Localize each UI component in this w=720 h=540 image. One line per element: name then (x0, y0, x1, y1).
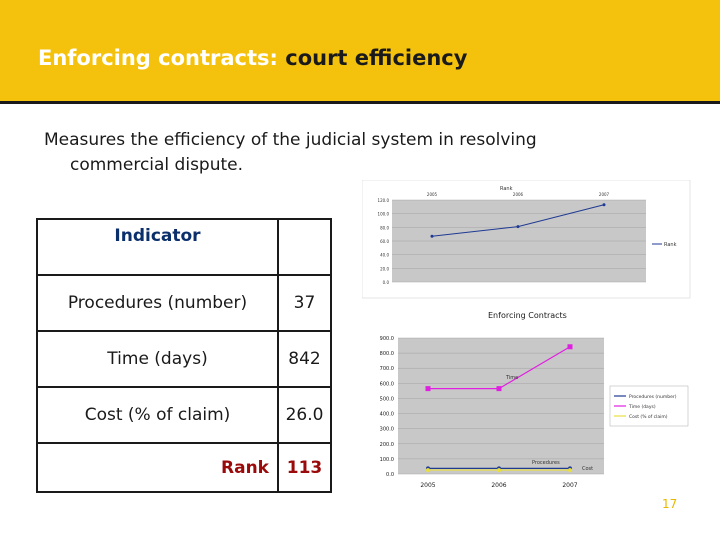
rank-x-tick-label: 2006 (513, 192, 524, 197)
slide-title: Enforcing contracts: court efficiency (38, 46, 467, 70)
row-label: Time (days) (36, 330, 279, 388)
series-marker (567, 344, 573, 350)
x-tick-label: 2007 (562, 482, 577, 488)
y-tick-label: 0.0 (386, 472, 394, 478)
y-tick-label: 500.0 (380, 396, 394, 402)
rank-x-tick-label: 2005 (427, 192, 438, 197)
y-tick-label: 800.0 (380, 351, 394, 357)
y-tick-label: 900.0 (380, 336, 394, 342)
page-number: 17 (662, 497, 678, 511)
row-value: 26.0 (277, 386, 332, 444)
chart-title: Enforcing Contracts (488, 311, 567, 320)
x-tick-label: 2006 (491, 482, 506, 488)
y-tick-label: 700.0 (380, 366, 394, 372)
series-marker (425, 386, 431, 392)
row-label: Procedures (number) (36, 274, 279, 332)
description: Measures the efficiency of the judicial … (44, 128, 654, 178)
table-row: Procedures (number) 37 (36, 274, 332, 332)
y-tick-label: 400.0 (380, 412, 394, 418)
indicator-table: Indicator Procedures (number) 37 Time (d… (36, 218, 332, 493)
title-main: Enforcing contracts: (38, 46, 278, 70)
rank-label: Rank (36, 442, 279, 493)
title-highlight: court efficiency (285, 46, 468, 70)
rank-y-tick-label: 0.0 (383, 280, 390, 285)
rank-point (430, 234, 434, 238)
annotation-cost: Cost (582, 466, 593, 472)
table-row: Time (days) 842 (36, 330, 332, 388)
y-tick-label: 100.0 (380, 457, 394, 463)
rank-point (516, 225, 520, 229)
description-line-1: Measures the efficiency of the judicial … (44, 130, 537, 150)
rank-chart-title: Rank (500, 186, 513, 192)
rank-y-tick-label: 80.0 (380, 225, 389, 230)
series-marker (426, 468, 430, 473)
annotation-time: Time (505, 375, 518, 381)
legend-label: Cost (% of claim) (629, 414, 668, 420)
row-label: Cost (% of claim) (36, 386, 279, 444)
rank-legend-label: Rank (664, 242, 677, 248)
rank-y-tick-label: 120.0 (378, 198, 390, 203)
annotation-procedures: Procedures (532, 460, 560, 466)
table-header: Indicator (36, 218, 279, 276)
series-marker (496, 386, 502, 392)
legend-box (609, 385, 689, 427)
y-tick-label: 600.0 (380, 381, 394, 387)
table-row: Cost (% of claim) 26.0 (36, 386, 332, 444)
description-line-2: commercial dispute. (70, 155, 244, 175)
table-header-empty (277, 218, 332, 276)
rank-value: 113 (277, 442, 332, 493)
x-tick-label: 2005 (420, 482, 435, 488)
y-tick-label: 200.0 (380, 442, 394, 448)
plot-area (398, 338, 604, 474)
row-value: 842 (277, 330, 332, 388)
title-banner: Enforcing contracts: court efficiency (0, 0, 720, 104)
legend-label: Procedures (number) (629, 394, 677, 400)
series-marker (497, 468, 501, 473)
table-header-row: Indicator (36, 218, 332, 276)
rank-row: Rank 113 (36, 442, 332, 493)
legend-label: Time (days) (628, 404, 656, 410)
rank-y-tick-label: 60.0 (380, 239, 389, 244)
row-value: 37 (277, 274, 332, 332)
y-tick-label: 300.0 (380, 427, 394, 433)
rank-y-tick-label: 20.0 (380, 266, 389, 271)
rank-y-tick-label: 100.0 (378, 212, 390, 217)
rank-y-tick-label: 40.0 (380, 253, 389, 258)
series-marker (568, 468, 572, 473)
rank-point (602, 203, 606, 207)
rank-chart: Rank 120.0 100.0 80.0 60.0 40.0 20.0 0.0 2005 2… (362, 180, 691, 299)
enforcing-contracts-chart: Enforcing Contracts 900.0 800.0 700.0 600.0… (380, 311, 689, 488)
rank-x-tick-label: 2007 (599, 192, 610, 197)
